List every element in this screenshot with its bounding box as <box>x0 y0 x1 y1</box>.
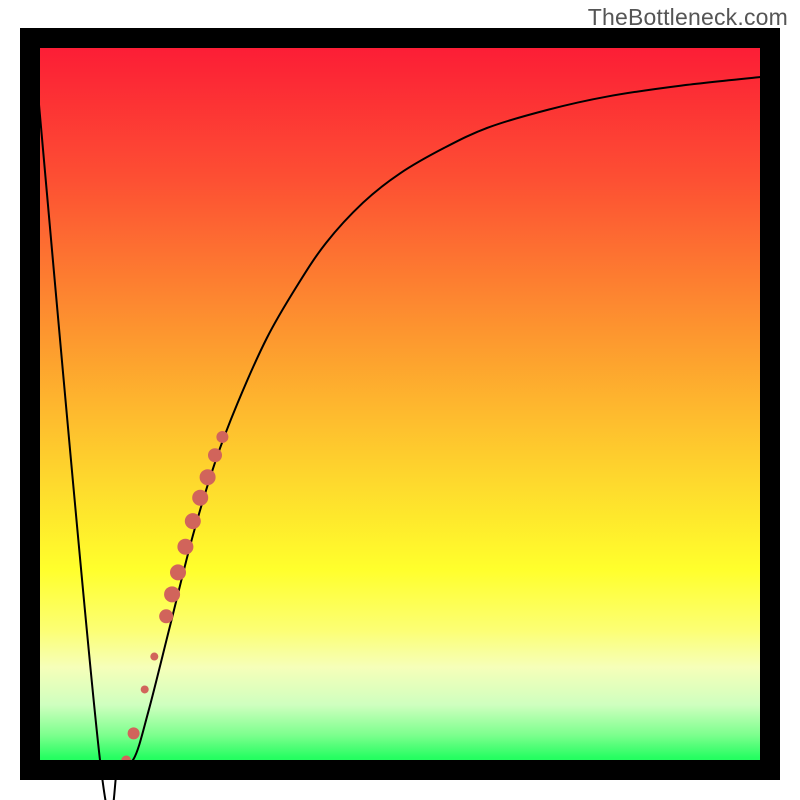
data-marker <box>192 490 208 506</box>
data-marker <box>208 448 222 462</box>
data-marker <box>216 431 228 443</box>
data-marker <box>164 586 180 602</box>
data-marker <box>141 685 149 693</box>
data-marker <box>200 469 216 485</box>
data-marker <box>150 653 158 661</box>
watermark-text: TheBottleneck.com <box>588 4 788 31</box>
data-marker <box>128 727 140 739</box>
chart-svg <box>0 0 800 800</box>
data-marker <box>185 513 201 529</box>
plot-background <box>20 28 780 780</box>
chart-container: TheBottleneck.com <box>0 0 800 800</box>
data-marker <box>170 564 186 580</box>
data-marker <box>177 539 193 555</box>
data-marker <box>159 609 173 623</box>
